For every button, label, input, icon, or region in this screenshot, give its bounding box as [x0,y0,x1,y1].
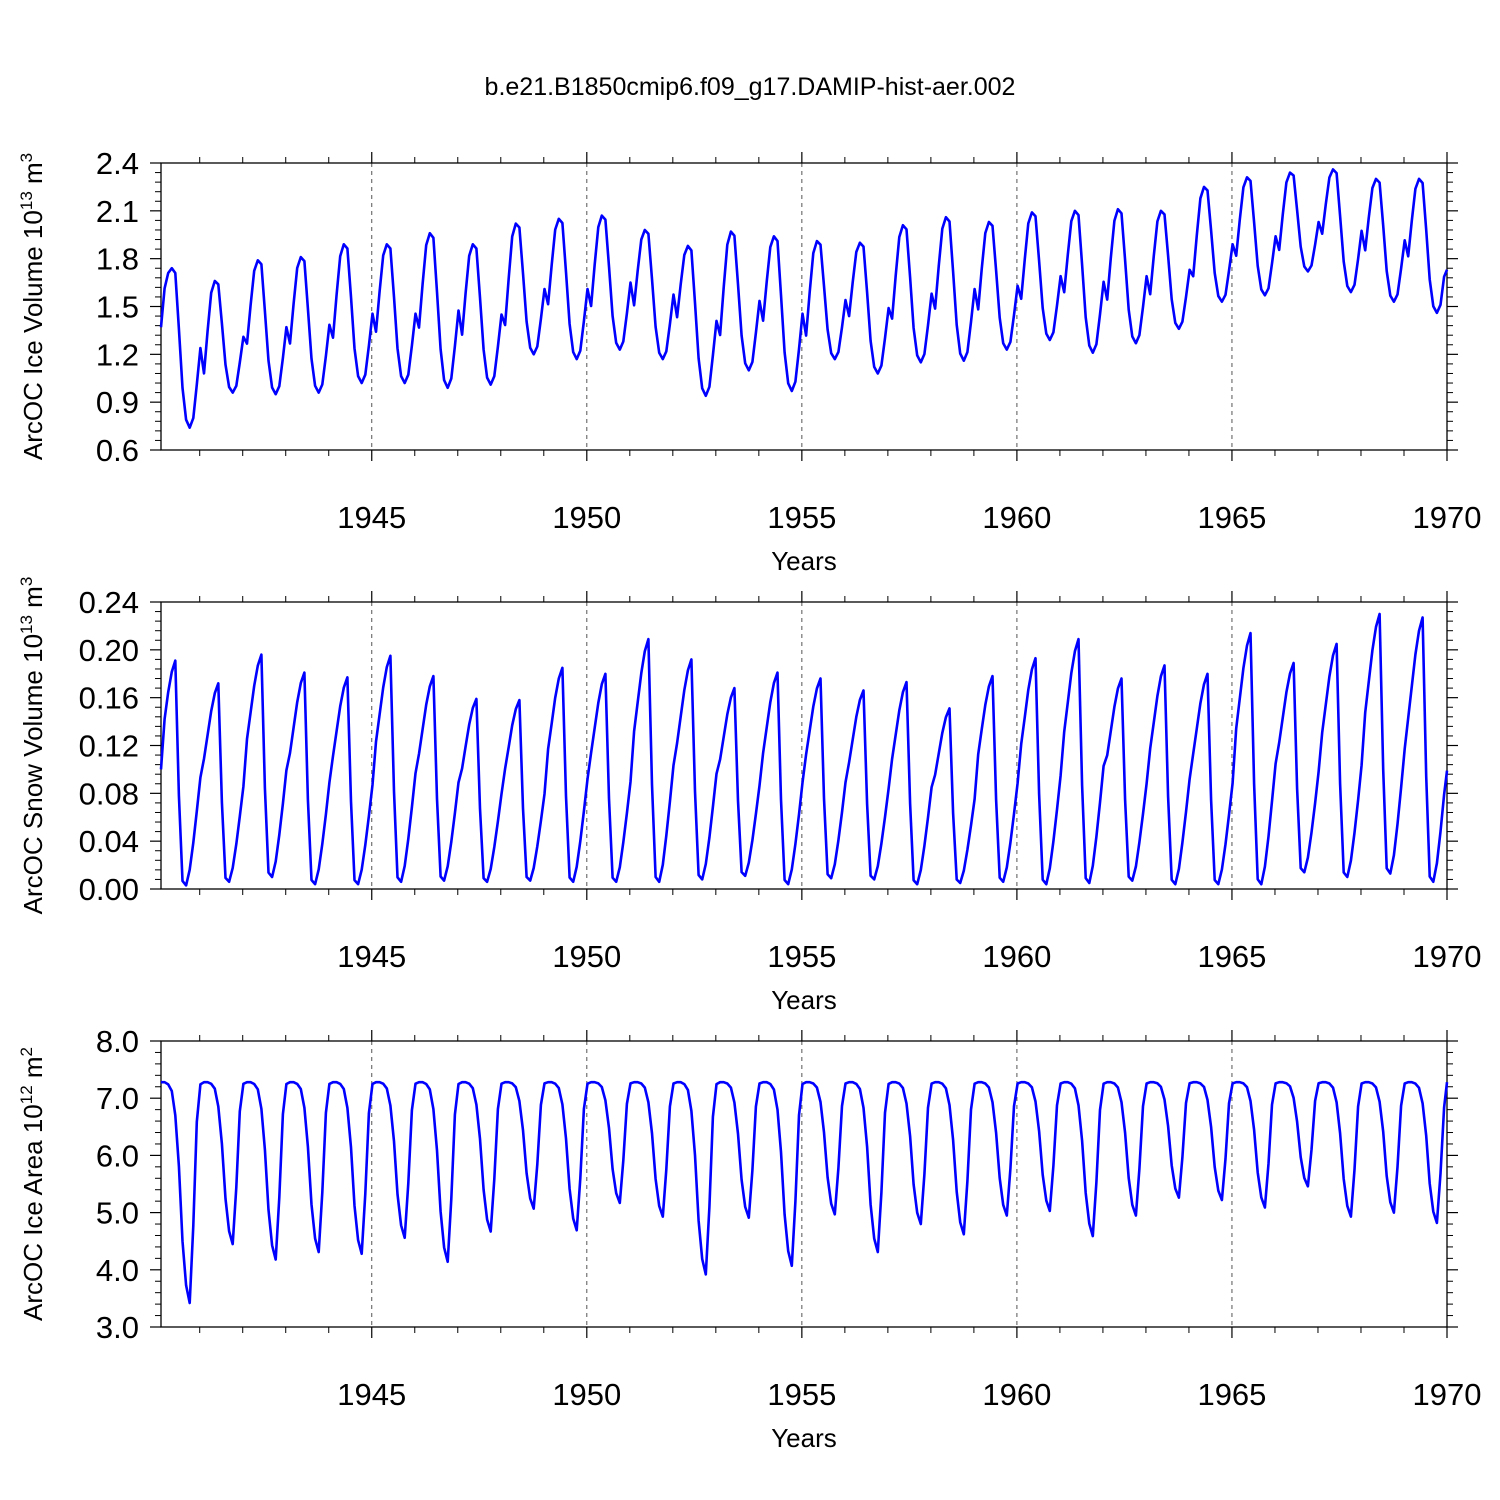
x-tick-label: 1960 [982,500,1051,535]
series-line-ice-volume [159,168,1449,429]
y-tick-label: 2.1 [96,194,139,229]
x-tick-label: 1960 [982,939,1051,974]
x-tick-label: 1950 [552,939,621,974]
series-line-snow-volume [159,612,1449,887]
y-tick-label: 1.2 [96,337,139,372]
y-axis-title: ArcOC Ice Area 1012 m2 [17,1047,48,1321]
y-tick-label: 0.16 [79,681,139,716]
x-tick-label: 1945 [337,500,406,535]
x-tick-label: 1955 [767,1377,836,1412]
y-tick-label: 0.20 [79,633,139,668]
x-axis-title: Years [771,1423,837,1453]
panels: 1945 1950 1955 1960 1965 1970 Years 0.6 0.9 1.2 1.… [17,146,1481,1453]
x-tick-label: 1950 [552,500,621,535]
y-axis-title-unit-exponent: 2 [17,1047,36,1056]
x-tick-label: 1965 [1197,939,1266,974]
y-tick-label: 0.6 [96,433,139,468]
y-tick-label: 8.0 [96,1024,139,1059]
x-tick-label: 1945 [337,1377,406,1412]
figure-title: b.e21.B1850cmip6.f09_g17.DAMIP-hist-aer.… [485,73,1016,101]
y-axis-title: ArcOC Snow Volume 1013 m3 [17,577,48,915]
y-tick-label: 0.08 [79,776,139,811]
y-tick-label: 0.04 [79,824,139,859]
plot-frame [160,162,1448,451]
y-axis-title-unit: m [18,162,48,191]
x-tick-label: 1970 [1413,1377,1482,1412]
y-axis-title-exponent: 12 [17,1085,36,1104]
y-tick-label: 0.00 [79,872,139,907]
y-tick-label: 3.0 [96,1310,139,1345]
x-tick-label: 1970 [1413,939,1482,974]
y-tick-label: 1.8 [96,242,139,277]
x-tick-label: 1960 [982,1377,1051,1412]
y-axis-title-unit-exponent: 3 [17,577,36,586]
y-tick-label: 7.0 [96,1081,139,1116]
y-tick-label: 0.12 [79,729,139,764]
y-axis-title-unit: m [18,586,48,615]
x-tick-label: 1965 [1197,500,1266,535]
y-axis-title-main: ArcOC Ice Volume 10 [18,210,48,460]
y-axis-title-main: ArcOC Ice Area 10 [18,1104,48,1321]
y-tick-label: 2.4 [96,146,139,181]
y-axis-title-unit-exponent: 3 [17,153,36,162]
series-line-ice-area [161,1080,1449,1305]
y-tick-label: 6.0 [96,1138,139,1173]
y-axis-title: ArcOC Ice Volume 1013 m3 [17,153,48,460]
x-axis-title: Years [771,546,837,576]
y-axis-title-exponent: 13 [17,191,36,210]
plot-frame [160,1040,1448,1328]
x-tick-label: 1950 [552,1377,621,1412]
y-tick-label: 0.24 [79,585,139,620]
x-tick-label: 1965 [1197,1377,1266,1412]
panel-snow-volume: 1945 1950 1955 1960 1965 1970 Years 0.00 0.04 0.0… [17,577,1481,1015]
x-axis-title: Years [771,985,837,1015]
y-tick-label: 0.9 [96,385,139,420]
x-tick-label: 1945 [337,939,406,974]
y-tick-label: 5.0 [96,1196,139,1231]
x-tick-label: 1955 [767,939,836,974]
y-axis-title-exponent: 13 [17,615,36,634]
x-tick-label: 1955 [767,500,836,535]
panel-ice-area: 1945 1950 1955 1960 1965 1970 Years 3.0 4.0 5.0 6.… [17,1024,1481,1453]
y-axis-title-main: ArcOC Snow Volume 10 [18,634,48,914]
x-tick-label: 1970 [1413,500,1482,535]
y-axis-title-unit: m [18,1056,48,1085]
y-tick-label: 4.0 [96,1253,139,1288]
panel-ice-volume: 1945 1950 1955 1960 1965 1970 Years 0.6 0.9 1.2 1.… [17,146,1481,576]
y-tick-label: 1.5 [96,290,139,325]
